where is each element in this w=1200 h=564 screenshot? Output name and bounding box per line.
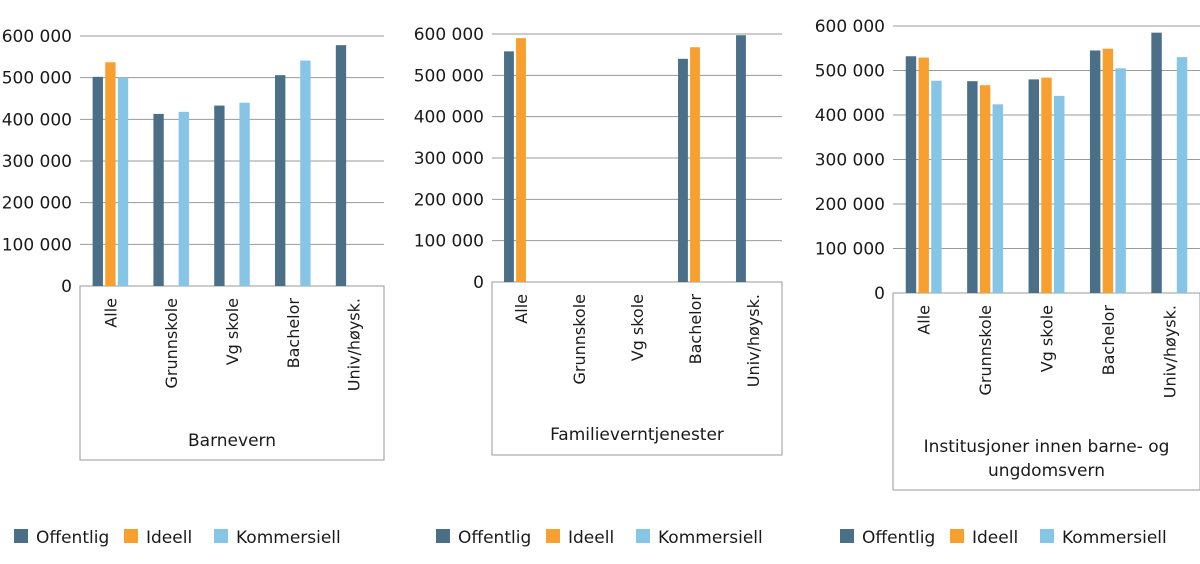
group-label: Institusjoner innen barne- og	[924, 437, 1170, 457]
bar-ideell	[918, 57, 929, 293]
y-tick-label: 200 000	[2, 194, 72, 214]
y-tick-label: 500 000	[815, 62, 885, 82]
legend-swatch-kommersiell	[636, 529, 650, 543]
bar-ideell	[979, 85, 991, 293]
legend-label: Offentlig	[36, 528, 109, 548]
y-tick-label: 600 000	[414, 25, 484, 45]
y-tick-label: 300 000	[414, 149, 484, 169]
legend-swatch-ideell	[950, 529, 964, 543]
y-tick-label: 300 000	[815, 151, 885, 171]
bar-offentlig	[92, 76, 103, 286]
group-label: ungdomsvern	[988, 461, 1105, 481]
bar-kommersiell	[992, 104, 1004, 293]
bar-kommersiell	[1115, 68, 1126, 294]
bar-kommersiell	[1054, 95, 1065, 294]
legend-swatch-ideell	[124, 529, 138, 543]
bar-offentlig	[1151, 32, 1162, 294]
bar-offentlig	[905, 56, 917, 294]
x-tick-label: Vg skole	[1038, 305, 1057, 372]
y-tick-label: 400 000	[2, 110, 72, 130]
legend-swatch-kommersiell	[1040, 529, 1054, 543]
legend-label: Ideell	[146, 528, 192, 548]
category-axis-box	[79, 285, 385, 461]
y-tick-label: 400 000	[414, 108, 484, 128]
y-tick-label: 400 000	[815, 106, 885, 126]
legend-label: Offentlig	[458, 528, 531, 548]
legend-swatch-offentlig	[840, 529, 854, 543]
x-tick-label: Vg skole	[628, 294, 647, 361]
bar-offentlig	[1028, 79, 1039, 294]
bar-ideell	[1102, 48, 1114, 293]
x-tick-label: Vg skole	[223, 298, 242, 365]
bar-offentlig	[1089, 50, 1101, 293]
x-tick-label: Bachelor	[686, 294, 705, 365]
x-tick-label: Grunnskole	[162, 298, 181, 389]
bar-kommersiell	[1176, 57, 1188, 294]
y-tick-label: 0	[473, 273, 484, 293]
x-tick-label: Alle	[512, 294, 531, 324]
bar-offentlig	[335, 45, 347, 286]
y-tick-label: 0	[61, 277, 72, 297]
bar-offentlig	[678, 58, 688, 282]
x-tick-label: Univ/høysk.	[744, 294, 763, 387]
bar-offentlig	[153, 113, 164, 287]
legend-label: Ideell	[972, 528, 1018, 548]
y-tick-label: 0	[874, 284, 885, 304]
y-tick-label: 500 000	[2, 69, 72, 89]
legend-label: Kommersiell	[1062, 528, 1167, 548]
x-tick-label: Bachelor	[284, 298, 303, 369]
x-tick-label: Grunnskole	[976, 305, 995, 396]
y-tick-label: 500 000	[414, 66, 484, 86]
category-axis-box	[491, 281, 783, 456]
bar-offentlig	[275, 75, 286, 287]
legend-swatch-kommersiell	[214, 529, 228, 543]
group-label: Familieverntjenester	[550, 425, 724, 445]
legend-label: Kommersiell	[658, 528, 763, 548]
bar-kommersiell	[239, 102, 250, 287]
bar-offentlig	[967, 81, 978, 294]
bar-kommersiell	[931, 80, 942, 293]
y-tick-label: 100 000	[2, 235, 72, 255]
bar-kommersiell	[300, 60, 311, 287]
x-tick-label: Alle	[101, 298, 120, 328]
group-label: Barnevern	[188, 431, 276, 451]
x-tick-label: Bachelor	[1099, 305, 1118, 376]
bar-offentlig	[504, 51, 514, 282]
y-tick-label: 100 000	[815, 240, 885, 260]
legend-label: Offentlig	[862, 528, 935, 548]
legend-label: Ideell	[568, 528, 614, 548]
bar-ideell	[516, 38, 526, 283]
bar-kommersiell	[178, 111, 189, 286]
bar-offentlig	[214, 105, 225, 286]
bar-ideell	[105, 62, 116, 286]
bar-ideell	[1041, 77, 1052, 294]
bar-offentlig	[736, 35, 746, 282]
legend-swatch-offentlig	[436, 529, 450, 543]
y-tick-label: 200 000	[815, 195, 885, 215]
legend-swatch-ideell	[546, 529, 560, 543]
bar-ideell	[690, 47, 700, 282]
x-tick-label: Grunnskole	[570, 294, 589, 385]
y-tick-label: 600 000	[815, 17, 885, 37]
x-tick-label: Univ/høysk.	[345, 298, 364, 391]
y-tick-label: 100 000	[414, 232, 484, 252]
legend-swatch-offentlig	[14, 529, 28, 543]
bar-kommersiell	[117, 77, 129, 287]
x-tick-label: Alle	[915, 305, 934, 335]
x-tick-label: Univ/høysk.	[1160, 305, 1179, 398]
y-tick-label: 200 000	[414, 190, 484, 210]
y-tick-label: 300 000	[2, 152, 72, 172]
y-tick-label: 600 000	[2, 27, 72, 47]
legend-label: Kommersiell	[236, 528, 341, 548]
